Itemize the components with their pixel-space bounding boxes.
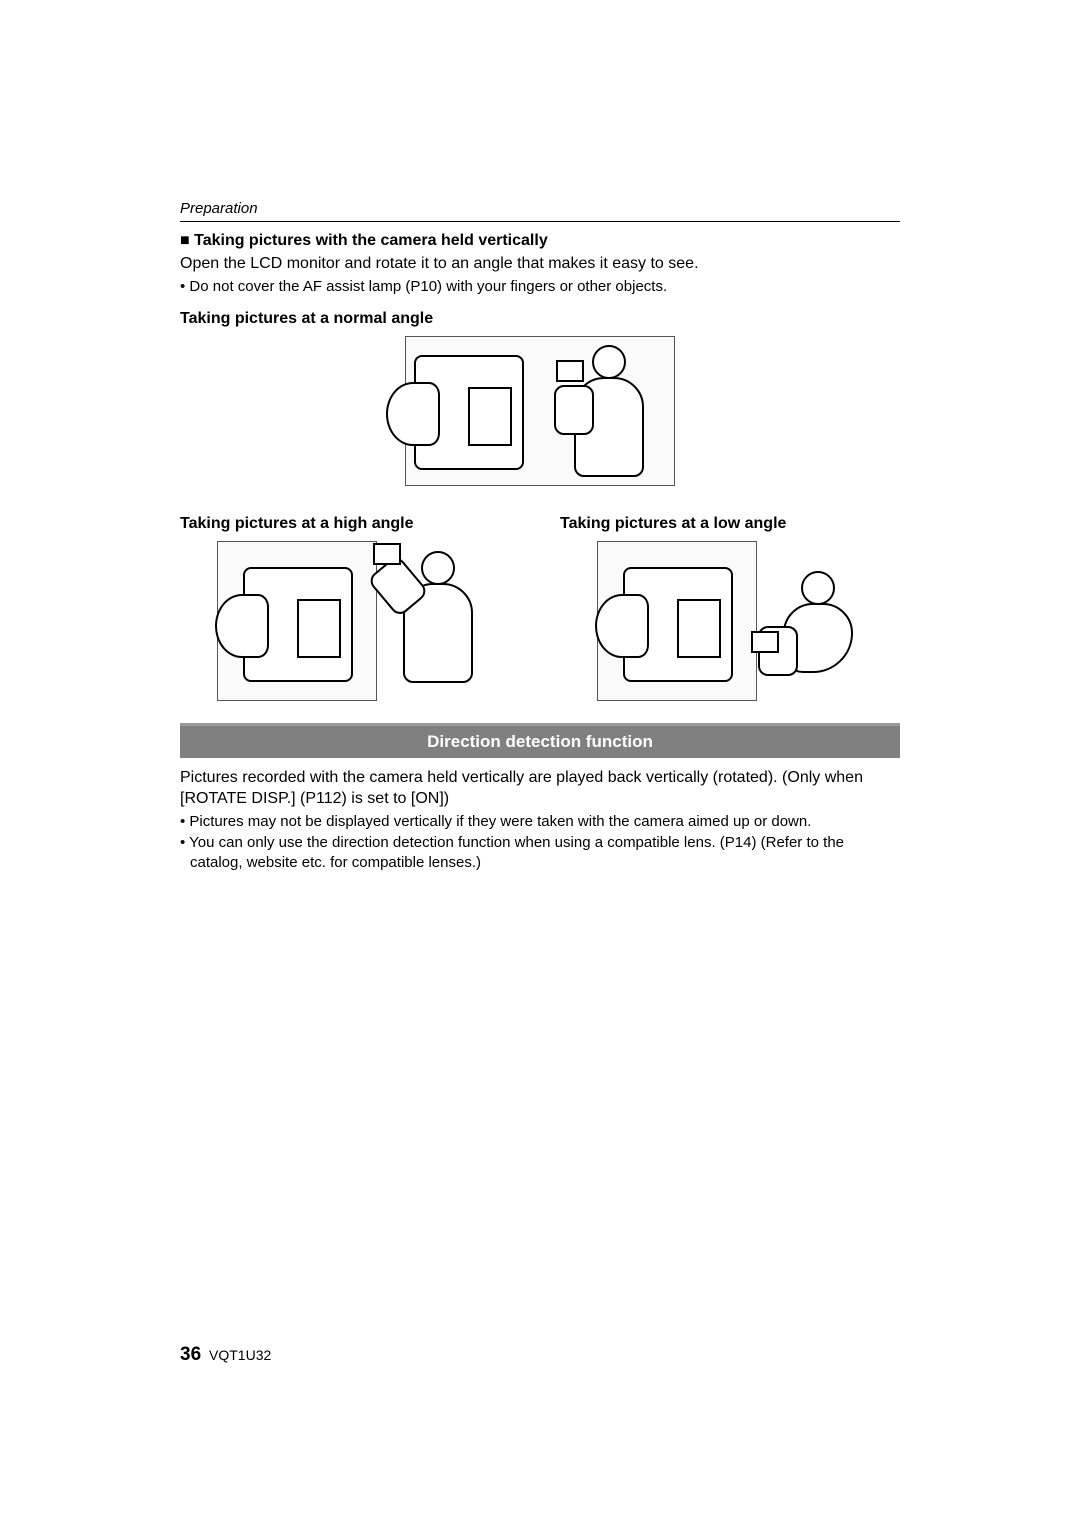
illustration-high-person bbox=[383, 541, 483, 701]
doc-code: VQT1U32 bbox=[209, 1347, 271, 1363]
person-icon bbox=[763, 571, 873, 691]
camera-icon bbox=[623, 567, 733, 682]
person-icon bbox=[383, 551, 493, 686]
sub-normal-heading: Taking pictures at a normal angle bbox=[180, 310, 900, 328]
section-header: Preparation bbox=[180, 200, 900, 217]
illustration-low-camera bbox=[597, 541, 757, 701]
topic-intro: Open the LCD monitor and rotate it to an… bbox=[180, 254, 900, 275]
figure-normal bbox=[180, 336, 900, 491]
direction-b1: Pictures may not be displayed vertically… bbox=[180, 812, 900, 832]
sub-high-heading: Taking pictures at a high angle bbox=[180, 515, 520, 533]
camera-icon bbox=[243, 567, 353, 682]
direction-detection-banner: Direction detection function bbox=[180, 723, 900, 758]
section-rule bbox=[180, 221, 900, 222]
figure-row-high-low: Taking pictures at a high angle Tak bbox=[180, 501, 900, 701]
direction-p1: Pictures recorded with the camera held v… bbox=[180, 768, 900, 810]
topic-note: Do not cover the AF assist lamp (P10) wi… bbox=[180, 277, 900, 297]
camera-icon bbox=[414, 355, 524, 470]
topic-heading: Taking pictures with the camera held ver… bbox=[180, 232, 900, 250]
manual-page: Preparation Taking pictures with the cam… bbox=[0, 0, 1080, 1526]
page-footer: 36 VQT1U32 bbox=[180, 1344, 271, 1366]
sub-low-heading: Taking pictures at a low angle bbox=[560, 515, 900, 533]
illustration-low-person bbox=[763, 541, 863, 701]
direction-b2: You can only use the direction detection… bbox=[180, 833, 900, 872]
page-number: 36 bbox=[180, 1344, 201, 1365]
illustration-normal-angle bbox=[405, 336, 675, 486]
illustration-high-camera bbox=[217, 541, 377, 701]
person-icon bbox=[554, 345, 664, 480]
